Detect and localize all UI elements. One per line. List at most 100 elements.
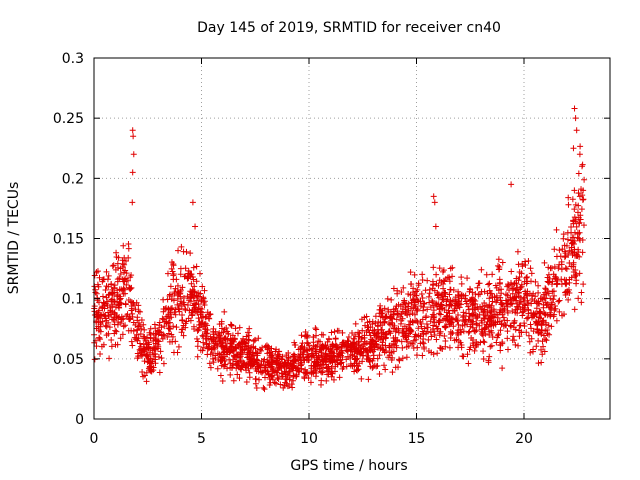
data-point	[520, 301, 527, 308]
data-point	[204, 309, 211, 316]
data-point	[499, 259, 506, 266]
data-point	[411, 271, 418, 278]
data-point	[377, 302, 384, 309]
data-point	[392, 338, 399, 345]
data-point	[128, 338, 135, 345]
data-point	[193, 278, 200, 285]
data-point	[127, 274, 134, 281]
data-point	[399, 355, 406, 362]
data-point	[435, 317, 442, 324]
data-point	[424, 324, 431, 331]
data-point	[369, 321, 376, 328]
data-point	[136, 340, 143, 347]
data-point	[364, 324, 371, 331]
data-point	[398, 338, 405, 345]
data-point	[467, 344, 474, 351]
data-point	[292, 357, 299, 364]
data-point	[132, 306, 139, 313]
data-point	[91, 356, 98, 363]
data-point	[464, 275, 471, 282]
data-point	[344, 337, 351, 344]
data-point	[409, 340, 416, 347]
data-point	[430, 264, 437, 271]
data-point	[122, 301, 129, 308]
data-point	[455, 321, 462, 328]
data-point	[195, 301, 202, 308]
data-point	[284, 357, 291, 364]
data-point	[394, 310, 401, 317]
data-point	[420, 340, 427, 347]
data-point	[320, 364, 327, 371]
data-point	[93, 290, 100, 297]
data-point	[252, 365, 259, 372]
y-tick-label: 0.15	[53, 232, 84, 248]
data-point	[152, 336, 159, 343]
data-point	[385, 308, 392, 315]
x-tick-label: 20	[515, 431, 533, 447]
data-point	[468, 296, 475, 303]
data-point	[460, 353, 467, 360]
data-point	[463, 300, 470, 307]
data-point	[495, 256, 502, 263]
data-point	[436, 265, 443, 272]
data-point	[447, 318, 454, 325]
data-point	[195, 326, 202, 333]
data-point	[418, 290, 425, 297]
data-point	[177, 271, 184, 278]
data-point	[157, 348, 164, 355]
data-point	[539, 296, 546, 303]
data-point	[221, 308, 228, 315]
data-point	[547, 304, 554, 311]
data-point	[283, 352, 290, 359]
data-point	[568, 224, 575, 231]
data-point	[397, 320, 404, 327]
data-point	[329, 341, 336, 348]
data-point	[189, 199, 196, 206]
data-point	[577, 143, 584, 150]
data-point	[529, 296, 536, 303]
data-point	[228, 337, 235, 344]
data-point	[130, 151, 137, 158]
data-point	[516, 299, 523, 306]
data-point	[374, 362, 381, 369]
data-point	[206, 315, 213, 322]
y-tick-label: 0.05	[53, 352, 84, 368]
data-point	[494, 318, 501, 325]
data-point	[369, 364, 376, 371]
data-point	[131, 334, 138, 341]
data-point	[513, 275, 520, 282]
x-tick-label: 0	[90, 431, 99, 447]
data-point	[265, 370, 272, 377]
data-point	[565, 194, 572, 201]
data-point	[159, 315, 166, 322]
data-point	[233, 354, 240, 361]
data-point	[550, 271, 557, 278]
data-point	[129, 342, 136, 349]
data-point	[521, 294, 528, 301]
data-point	[449, 264, 456, 271]
data-point	[472, 306, 479, 313]
data-point	[557, 253, 564, 260]
data-point	[480, 338, 487, 345]
data-point	[381, 305, 388, 312]
data-point	[243, 378, 250, 385]
data-point	[493, 311, 500, 318]
data-point	[184, 293, 191, 300]
data-point	[434, 325, 441, 332]
data-point	[205, 343, 212, 350]
data-point	[119, 257, 126, 264]
data-point	[551, 263, 558, 270]
data-point	[433, 336, 440, 343]
data-point	[508, 268, 515, 275]
data-point	[200, 333, 207, 340]
data-point	[401, 297, 408, 304]
data-point	[163, 319, 170, 326]
data-point	[238, 366, 245, 373]
data-point	[483, 321, 490, 328]
data-point	[146, 329, 153, 336]
data-point	[547, 312, 554, 319]
data-point	[100, 276, 107, 283]
data-point	[560, 231, 567, 238]
data-point	[508, 281, 515, 288]
